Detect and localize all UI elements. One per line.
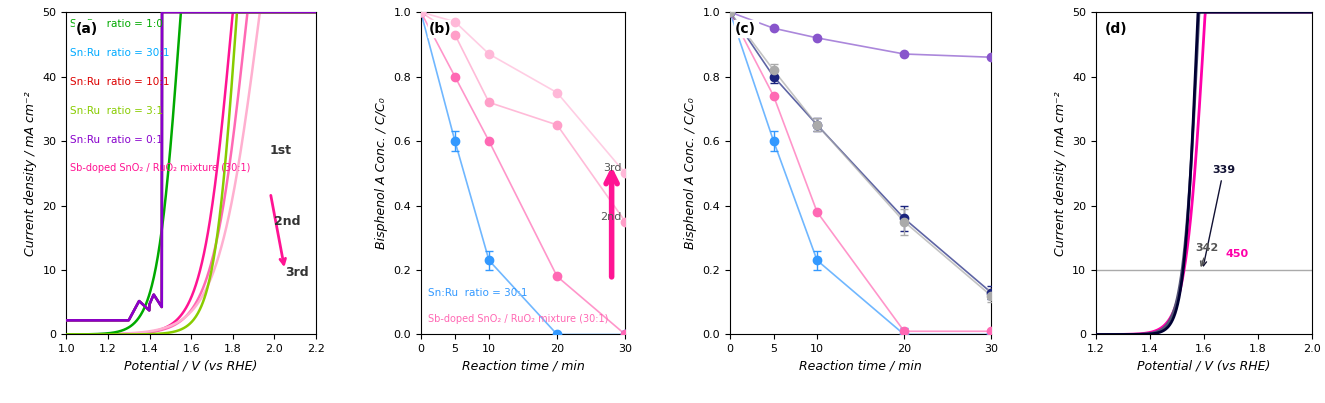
- X-axis label: Reaction time / min: Reaction time / min: [799, 360, 922, 373]
- Text: 450: 450: [1226, 249, 1248, 259]
- Text: Sb-doped SnO₂ / RuO₂ mixture (30:1): Sb-doped SnO₂ / RuO₂ mixture (30:1): [428, 314, 608, 324]
- Text: Sn:Ru  ratio = 30:1: Sn:Ru ratio = 30:1: [428, 288, 527, 298]
- X-axis label: Potential / V (vs RHE): Potential / V (vs RHE): [125, 360, 258, 373]
- Y-axis label: Current density / mA cm⁻²: Current density / mA cm⁻²: [24, 91, 37, 256]
- Text: Sb-doped SnO₂ / RuO₂ mixture (30:1): Sb-doped SnO₂ / RuO₂ mixture (30:1): [70, 163, 250, 173]
- Text: (c): (c): [735, 22, 757, 36]
- Text: (b): (b): [429, 22, 452, 36]
- Text: 3rd: 3rd: [285, 266, 309, 279]
- Y-axis label: Current density / mA cm⁻²: Current density / mA cm⁻²: [1053, 91, 1067, 256]
- X-axis label: Potential / V (vs RHE): Potential / V (vs RHE): [1137, 360, 1271, 373]
- Text: Sn:Ru  ratio = 1:0: Sn:Ru ratio = 1:0: [70, 19, 163, 29]
- Text: (d): (d): [1105, 22, 1128, 36]
- Text: 339: 339: [1202, 165, 1235, 266]
- Text: Sn:Ru  ratio = 3:1: Sn:Ru ratio = 3:1: [70, 106, 163, 116]
- Text: Sn:Ru  ratio = 0:1: Sn:Ru ratio = 0:1: [70, 135, 163, 145]
- Text: 1st: 1st: [269, 144, 292, 157]
- X-axis label: Reaction time / min: Reaction time / min: [461, 360, 584, 373]
- Y-axis label: Bisphenol A Conc. / C/C₀: Bisphenol A Conc. / C/C₀: [375, 98, 388, 249]
- Text: 2nd: 2nd: [274, 215, 301, 228]
- Text: 342: 342: [1195, 243, 1219, 266]
- Text: 3rd: 3rd: [603, 163, 621, 173]
- Text: 2nd: 2nd: [600, 212, 621, 222]
- Text: (a): (a): [77, 22, 98, 36]
- Text: Sn:Ru  ratio = 10:1: Sn:Ru ratio = 10:1: [70, 77, 170, 87]
- Y-axis label: Bisphenol A Conc. / C/C₀: Bisphenol A Conc. / C/C₀: [684, 98, 697, 249]
- Text: Sn:Ru  ratio = 30:1: Sn:Ru ratio = 30:1: [70, 48, 170, 58]
